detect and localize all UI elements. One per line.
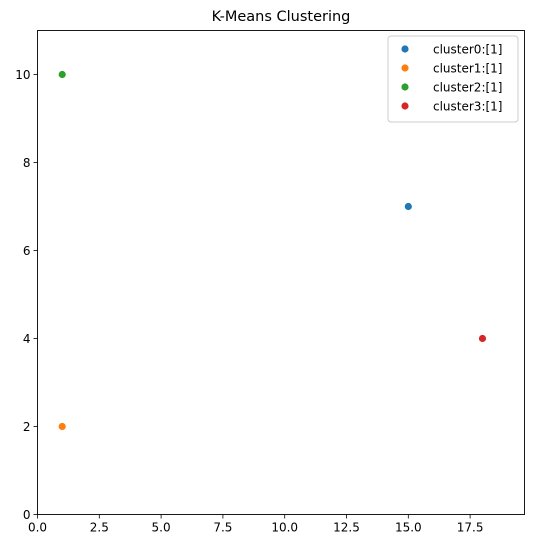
x-tick-label: 5.0 — [152, 521, 171, 535]
legend-marker — [401, 102, 409, 110]
legend-label: cluster0:[1] — [433, 43, 503, 57]
x-tick-label: 10.0 — [271, 521, 298, 535]
legend-label: cluster3:[1] — [433, 100, 503, 114]
data-points — [58, 70, 487, 431]
y-tick-label: 4 — [23, 332, 31, 346]
legend-marker — [401, 64, 409, 72]
x-tick-label: 15.0 — [395, 521, 422, 535]
legend: cluster0:[1] cluster1:[1] cluster2:[1] clus… — [387, 35, 519, 123]
x-tick-label: 2.5 — [90, 521, 109, 535]
x-axis: 0.0 2.5 5.0 7.5 10.0 12.5 15.0 17.5 — [28, 514, 484, 535]
y-tick-label: 8 — [23, 156, 31, 170]
y-tick-label: 10 — [15, 68, 30, 82]
chart-title: K-Means Clustering — [212, 9, 351, 25]
x-tick-label: 12.5 — [333, 521, 360, 535]
data-point-cluster3 — [478, 334, 487, 343]
legend-box — [387, 35, 519, 123]
y-tick-label: 6 — [23, 244, 31, 258]
data-point-cluster2 — [58, 70, 66, 79]
plot-area — [37, 30, 525, 515]
x-tick-label: 0.0 — [28, 521, 47, 535]
y-tick-label: 0 — [23, 508, 31, 522]
legend-label: cluster2:[1] — [433, 81, 503, 95]
y-tick-label: 2 — [23, 420, 31, 434]
legend-marker — [401, 83, 409, 91]
x-tick-label: 7.5 — [213, 521, 232, 535]
data-point-cluster0 — [404, 202, 412, 211]
data-point-cluster1 — [58, 422, 66, 431]
legend-marker — [401, 45, 409, 53]
legend-label: cluster1:[1] — [433, 62, 503, 76]
x-tick-label: 17.5 — [457, 521, 484, 535]
y-axis: 0 2 4 6 8 10 — [15, 68, 38, 522]
